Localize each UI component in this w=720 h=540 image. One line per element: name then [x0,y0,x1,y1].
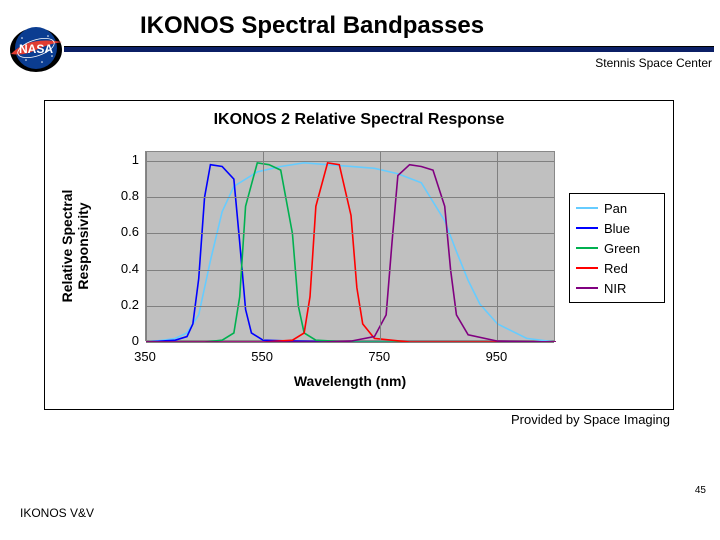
title-rule [64,46,714,52]
legend-label: Blue [604,221,630,236]
series-green [146,163,556,342]
grid-line-h [146,342,554,343]
grid-line-h [146,306,554,307]
chart-legend: Pan Blue Green Red NIR [569,193,665,303]
slide-header: NASA IKONOS Spectral Bandpasses Stennis … [0,0,720,80]
provided-by: Provided by Space Imaging [511,412,670,427]
series-red [146,163,556,342]
legend-item: Red [576,258,658,278]
y-tick-label: 0.4 [99,261,139,276]
plot-area [145,151,555,341]
series-nir [146,165,556,342]
grid-line-v [497,152,498,340]
grid-line-h [146,233,554,234]
page-number: 45 [695,485,706,496]
legend-item: Blue [576,218,658,238]
y-tick-label: 0.8 [99,188,139,203]
x-tick-label: 950 [476,349,516,364]
x-tick-label: 350 [125,349,165,364]
x-tick-label: 550 [242,349,282,364]
legend-item: Pan [576,198,658,218]
series-blue [146,165,556,342]
series-pan [146,163,556,342]
svg-text:NASA: NASA [19,42,53,56]
x-tick-label: 750 [359,349,399,364]
legend-swatch [576,287,598,289]
y-tick-label: 0.6 [99,224,139,239]
legend-label: Red [604,261,628,276]
grid-line-h [146,197,554,198]
grid-line-h [146,161,554,162]
y-tick-label: 0.2 [99,297,139,312]
y-axis-label-line1: Relative Spectral [59,190,75,303]
legend-swatch [576,247,598,249]
slide-subtitle: Stennis Space Center [595,56,712,70]
chart-container: IKONOS 2 Relative Spectral Response Rela… [44,100,674,410]
legend-label: Green [604,241,640,256]
legend-swatch [576,207,598,209]
chart-title: IKONOS 2 Relative Spectral Response [45,111,673,129]
y-tick-label: 1 [99,152,139,167]
legend-swatch [576,227,598,229]
legend-swatch [576,267,598,269]
grid-line-v [380,152,381,340]
y-axis-label: Relative Spectral Responsivity [59,166,91,326]
y-axis-label-line2: Responsivity [75,202,91,289]
chart-curves [146,152,556,342]
legend-item: Green [576,238,658,258]
grid-line-h [146,270,554,271]
slide-title: IKONOS Spectral Bandpasses [140,12,484,40]
legend-label: Pan [604,201,627,216]
grid-line-v [263,152,264,340]
grid-line-v [146,152,147,340]
nasa-logo: NASA [8,24,64,72]
legend-item: NIR [576,278,658,298]
x-axis-label: Wavelength (nm) [145,373,555,389]
footer-text: IKONOS V&V [20,506,94,520]
legend-label: NIR [604,281,626,296]
y-tick-label: 0 [99,333,139,348]
